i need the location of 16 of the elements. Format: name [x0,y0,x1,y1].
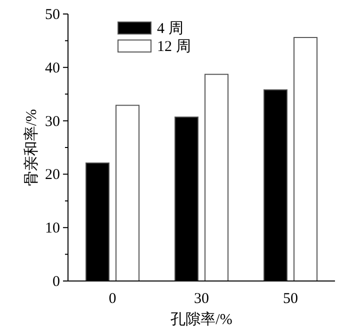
y-tick-label: 30 [45,114,60,130]
y-tick-label: 40 [45,60,60,76]
legend-label: 12 周 [157,39,191,55]
x-axis-title: 孔隙率/% [170,311,232,328]
bar [204,74,228,282]
x-tick-label: 50 [283,291,298,307]
y-tick-label: 20 [45,167,60,184]
bar [294,36,318,282]
x-tick-label: 30 [194,291,209,307]
legend-label: 4 周 [157,21,184,37]
y-tick-label: 50 [45,7,60,23]
x-tick-label: 0 [108,291,116,307]
y-tick-label: 10 [45,220,60,237]
bar [116,104,140,282]
y-tick-label: 0 [52,274,60,290]
y-axis-title: 骨亲和率/% [23,109,40,186]
